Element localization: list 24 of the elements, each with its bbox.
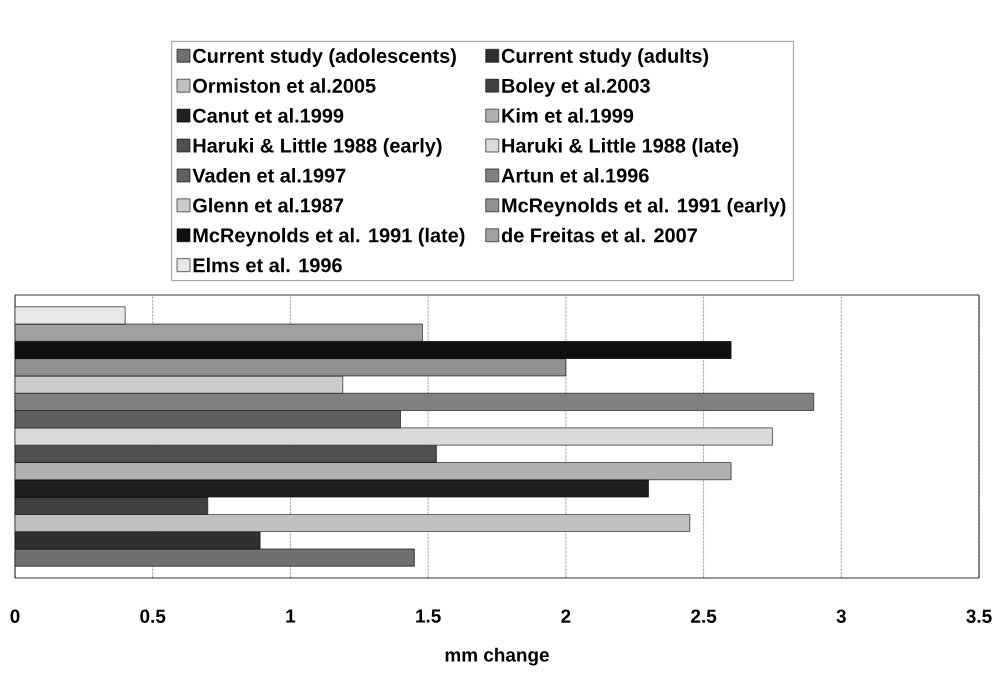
legend-label: Current study (adults) — [501, 48, 709, 67]
x-tick-label: 1.5 — [416, 609, 441, 623]
legend-label: Boley et al.2003 — [502, 78, 650, 97]
legend-label: Ormiston et al.2005 — [193, 78, 376, 93]
legend-label: Haruki & Little 1988 (early) — [193, 138, 442, 157]
x-axis-title: mm change — [445, 647, 549, 666]
legend-label: de Freitas et al. 2007 — [501, 227, 697, 243]
x-tick-label: 0.5 — [140, 609, 166, 623]
legend-label: McReynolds et al. 1991 (late) — [193, 227, 465, 247]
legend-label: Current study (adolescents) — [193, 48, 456, 67]
legend-label: Artun et al.1996 — [501, 167, 649, 183]
legend-label: Kim et al.1999 — [502, 108, 634, 123]
legend-label: Glenn et al.1987 — [193, 197, 344, 213]
x-tick-label: 1 — [286, 609, 296, 623]
legend-label: Vaden et al.1997 — [192, 167, 346, 183]
x-tick-label: 0 — [10, 609, 20, 623]
x-tick-label: 3 — [836, 609, 846, 623]
legend-label: McReynolds et al. 1991 (early) — [502, 197, 786, 217]
legend-label: Haruki & Little 1988 (late) — [502, 138, 739, 157]
legend-label: Canut et al.1999 — [193, 108, 344, 123]
x-tick-label: 2.5 — [691, 609, 717, 623]
x-tick-label: 2 — [561, 609, 571, 623]
x-tick-label: 3.5 — [966, 609, 992, 623]
legend-label: Elms et al. 1996 — [193, 257, 342, 273]
